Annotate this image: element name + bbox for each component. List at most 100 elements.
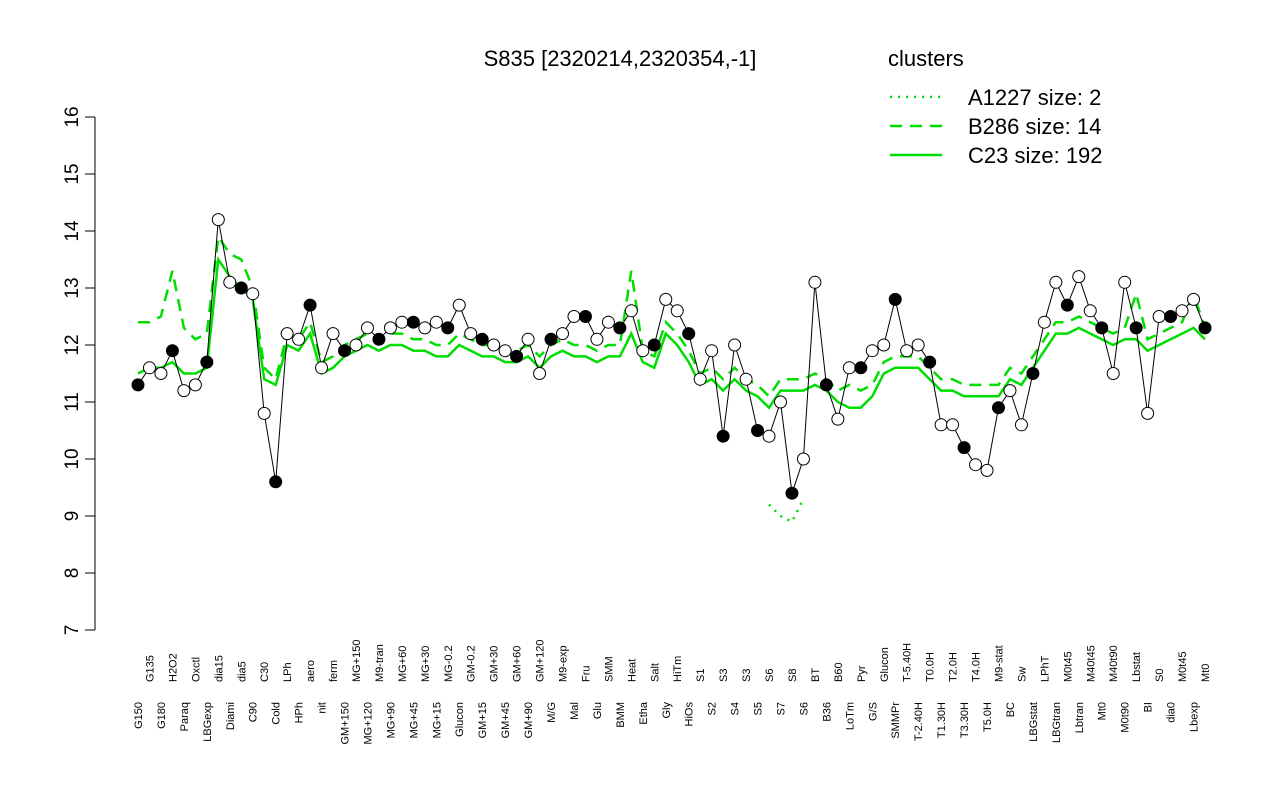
x-tick-label: M0t90 [1120, 702, 1132, 733]
point [1026, 367, 1040, 380]
x-tick-label: M9-stat [993, 645, 1005, 682]
point [429, 315, 443, 329]
x-tick-label: Lbexp [1189, 702, 1201, 732]
x-tick-label: MG+60 [397, 646, 409, 682]
x-tick-label: Etha [638, 701, 650, 725]
x-tick-label: GM+150 [340, 702, 352, 745]
point [842, 361, 856, 375]
x-tick-label: T4.0H [971, 652, 983, 682]
point [888, 292, 902, 306]
point [670, 304, 684, 318]
point [280, 327, 294, 341]
x-tick-label: HiOs [684, 702, 696, 727]
point [533, 367, 547, 380]
x-tick-label: BI [1143, 702, 1155, 712]
point [567, 310, 581, 323]
point [1003, 384, 1017, 398]
x-tick-label: HPh [294, 702, 306, 723]
point [1095, 321, 1109, 335]
point [751, 424, 765, 437]
point [234, 281, 248, 295]
point [819, 378, 833, 392]
point [946, 418, 960, 432]
point [969, 458, 983, 472]
x-tick-label: M40t45 [1085, 645, 1097, 682]
point [372, 332, 386, 346]
x-tick-label: MG-0.2 [443, 645, 455, 682]
chart-title: S835 [2320214,2320354,-1] [484, 46, 757, 71]
point [487, 338, 501, 352]
point [590, 332, 604, 346]
point [728, 338, 742, 352]
point [498, 344, 512, 358]
cluster-line [138, 233, 1207, 399]
x-tick-label: M9-tran [374, 644, 386, 682]
point [544, 332, 558, 346]
x-tick-label: S5 [753, 702, 765, 715]
x-tick-label: C90 [248, 702, 260, 722]
point [647, 338, 661, 352]
point [831, 412, 845, 426]
x-tick-label: dia5 [236, 661, 248, 682]
x-tick-label: Heat [626, 659, 638, 682]
point [338, 344, 352, 358]
point [326, 327, 340, 341]
x-tick-label: T2.0H [948, 652, 960, 682]
y-tick-label: 8 [62, 568, 83, 579]
x-tick-label: Salt [649, 663, 661, 682]
legend-label: C23 size: 192 [968, 143, 1103, 168]
x-tick-label: Fru [580, 666, 592, 683]
x-tick-label: Lbtran [1074, 702, 1086, 733]
point [682, 327, 696, 341]
point [808, 275, 822, 289]
point [854, 361, 868, 375]
point [521, 332, 535, 346]
y-tick-label: 7 [62, 625, 83, 636]
point [578, 310, 592, 323]
point [441, 321, 455, 335]
x-tick-label: T1.30H [936, 702, 948, 738]
x-tick-label: LBGtran [1051, 702, 1063, 743]
x-tick-label: G180 [156, 702, 168, 729]
point [395, 315, 409, 329]
x-tick-label: M9-exp [558, 645, 570, 682]
point [785, 486, 799, 500]
x-tick-label: MG+90 [385, 702, 397, 738]
x-tick-label: GM+90 [523, 702, 535, 738]
y-tick-label: 11 [62, 392, 83, 412]
legend-label: B286 size: 14 [968, 114, 1101, 139]
point [475, 332, 489, 346]
point [131, 378, 145, 392]
x-tick-label: T-5.40H [902, 643, 914, 682]
x-tick-label: GM+120 [535, 640, 547, 683]
point [315, 361, 329, 375]
x-tick-label: T5.0H [982, 702, 994, 732]
x-tick-label: B36 [821, 702, 833, 722]
point [1014, 418, 1028, 432]
x-tick-label: Cold [271, 702, 283, 725]
x-tick-label: Lbstat [1131, 652, 1143, 682]
x-tick-label: MG+45 [408, 702, 420, 738]
x-tick-label: BT [810, 668, 822, 682]
x-tick-label: GM+60 [512, 646, 524, 682]
x-tick-label: M40t90 [1108, 645, 1120, 682]
point [246, 287, 260, 301]
point [464, 327, 478, 341]
point [1106, 367, 1120, 380]
point [900, 344, 914, 358]
x-tick-label: GM+30 [489, 646, 501, 682]
x-tick-label: MG+30 [420, 646, 432, 682]
point [716, 429, 730, 443]
x-tick-label: G135 [144, 655, 156, 682]
x-tick-label: M0t45 [1062, 651, 1074, 682]
point [1198, 321, 1212, 335]
x-tick-label: S6 [764, 669, 776, 682]
x-tick-label: S3 [718, 669, 730, 682]
x-tick-label: G150 [133, 702, 145, 729]
point [418, 321, 432, 335]
legend-label: A1227 size: 2 [968, 85, 1101, 110]
x-tick-label: Glu [592, 702, 604, 719]
point [991, 401, 1005, 415]
x-tick-label: Diami [225, 702, 237, 730]
point [1129, 321, 1143, 335]
